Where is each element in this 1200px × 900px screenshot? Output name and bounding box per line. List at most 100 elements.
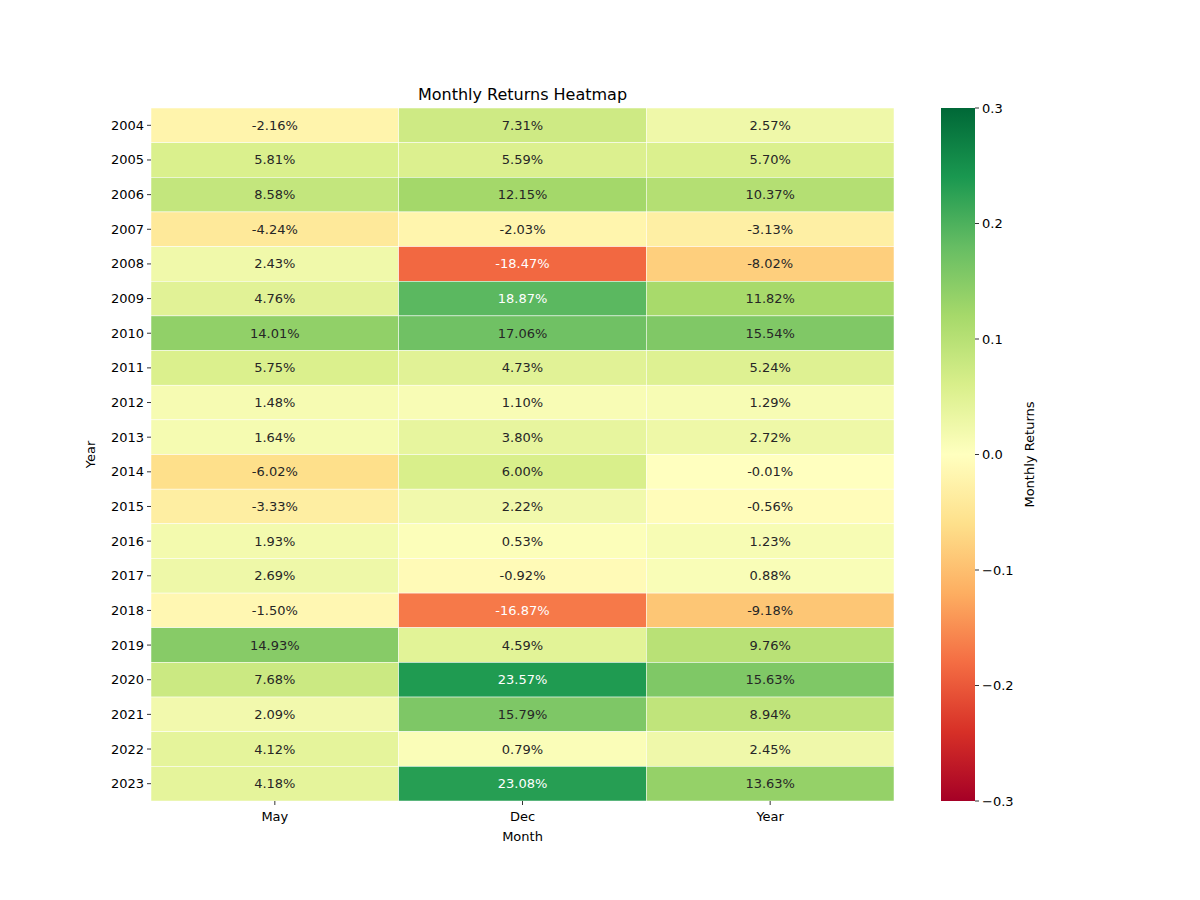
y-tick	[147, 714, 151, 715]
cell	[646, 732, 894, 767]
cell	[399, 558, 647, 593]
cell-label: 7.31%	[502, 118, 543, 133]
colorbar-tick	[975, 801, 979, 802]
y-tick	[147, 229, 151, 230]
cell	[399, 697, 647, 732]
cell-label: 12.15%	[498, 187, 548, 202]
y-tick-label: 2020	[111, 672, 144, 687]
cell-label: 5.24%	[750, 360, 791, 375]
x-tick	[770, 801, 771, 805]
cell-label: 18.87%	[498, 291, 548, 306]
cell-label: 4.59%	[502, 638, 543, 653]
cell	[646, 108, 894, 143]
cell	[151, 316, 399, 351]
cell	[151, 732, 399, 767]
x-tick	[522, 801, 523, 805]
cell	[151, 558, 399, 593]
cell	[151, 212, 399, 247]
cell	[151, 177, 399, 212]
y-tick	[147, 402, 151, 403]
cell-label: -6.02%	[252, 464, 298, 479]
cell	[646, 524, 894, 559]
cell	[646, 662, 894, 697]
colorbar-tick	[975, 454, 979, 455]
colorbar-tick	[975, 685, 979, 686]
cell	[646, 351, 894, 386]
cell-label: 4.73%	[502, 360, 543, 375]
y-tick	[147, 506, 151, 507]
cell	[399, 489, 647, 524]
cell-label: 17.06%	[498, 326, 548, 341]
cell-label: 8.94%	[750, 707, 791, 722]
cell-label: 8.58%	[254, 187, 295, 202]
x-tick-label: Dec	[510, 809, 535, 824]
cell	[646, 212, 894, 247]
cell	[151, 489, 399, 524]
cell	[646, 385, 894, 420]
y-tick-label: 2016	[111, 534, 144, 549]
cell-label: -0.92%	[500, 568, 546, 583]
cell-label: 4.76%	[254, 291, 295, 306]
y-tick-label: 2014	[111, 464, 144, 479]
cell	[399, 143, 647, 178]
cell	[646, 697, 894, 732]
cell	[646, 420, 894, 455]
cell-label: 0.79%	[502, 742, 543, 757]
colorbar-tick	[975, 570, 979, 571]
y-tick	[147, 333, 151, 334]
cell-label: 2.45%	[750, 742, 791, 757]
cell-label: 2.69%	[254, 568, 295, 583]
cell-label: 4.12%	[254, 742, 295, 757]
cell-label: 6.00%	[502, 464, 543, 479]
colorbar-tick-label: −0.2	[982, 678, 1014, 693]
cell	[151, 247, 399, 282]
cell	[399, 385, 647, 420]
cell-label: 23.57%	[498, 672, 548, 687]
cell-label: 2.72%	[750, 430, 791, 445]
y-tick-label: 2007	[111, 222, 144, 237]
y-tick	[147, 541, 151, 542]
x-axis-label: Month	[502, 829, 543, 844]
cell	[646, 281, 894, 316]
colorbar-tick-label: 0.2	[982, 216, 1003, 231]
y-tick-label: 2004	[111, 118, 144, 133]
cell	[151, 143, 399, 178]
y-tick-label: 2019	[111, 638, 144, 653]
cell-label: 15.54%	[745, 326, 795, 341]
cell	[399, 177, 647, 212]
cell-label: 11.82%	[745, 291, 795, 306]
cell	[151, 524, 399, 559]
cell	[151, 351, 399, 386]
colorbar-tick	[975, 108, 979, 109]
y-tick-label: 2022	[111, 742, 144, 757]
cell-label: 1.48%	[254, 395, 295, 410]
y-tick-label: 2013	[111, 430, 144, 445]
cell-label: 23.08%	[498, 776, 548, 791]
cell	[399, 524, 647, 559]
cell-label: 13.63%	[745, 776, 795, 791]
title: Monthly Returns Heatmap	[418, 85, 627, 104]
cell	[399, 732, 647, 767]
x-tick-label: May	[261, 809, 288, 824]
cell-label: 5.75%	[254, 360, 295, 375]
cell-label: 1.93%	[254, 534, 295, 549]
y-axis-label: Year	[83, 440, 98, 469]
cell-label: 5.59%	[502, 152, 543, 167]
y-tick-label: 2009	[111, 291, 144, 306]
cell	[399, 766, 647, 801]
y-tick-label: 2017	[111, 568, 144, 583]
cell	[151, 628, 399, 663]
colorbar-tick-label: −0.1	[982, 563, 1014, 578]
cell-label: 14.93%	[250, 638, 300, 653]
y-tick	[147, 575, 151, 576]
cell	[399, 662, 647, 697]
cell	[399, 281, 647, 316]
colorbar-tick	[975, 223, 979, 224]
cell	[399, 593, 647, 628]
cell-label: 2.22%	[502, 499, 543, 514]
cell-label: 7.68%	[254, 672, 295, 687]
y-tick-label: 2005	[111, 152, 144, 167]
cell-label: -2.16%	[252, 118, 298, 133]
cell	[151, 766, 399, 801]
colorbar	[941, 108, 975, 801]
